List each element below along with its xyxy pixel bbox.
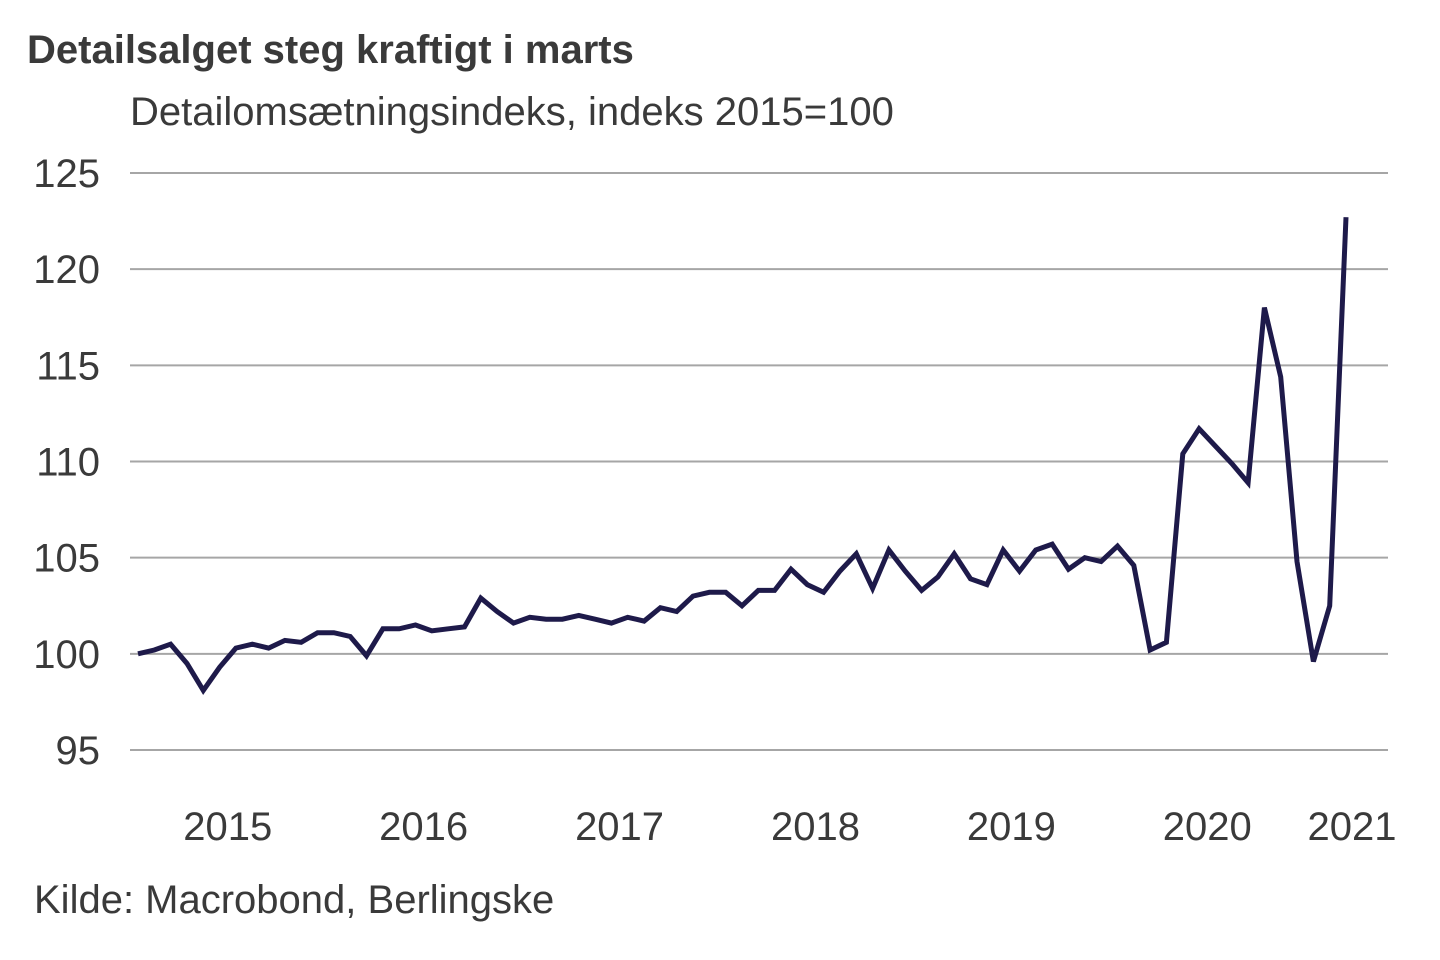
x-tick-label: 2015 [183,805,272,849]
y-tick-label: 95 [56,729,101,773]
y-tick-label: 115 [36,344,100,388]
x-tick-label: 2020 [1163,805,1252,849]
x-tick-label: 2016 [379,805,468,849]
y-tick-label: 125 [33,152,100,196]
x-tick-label: 2017 [575,805,664,849]
chart-subtitle: Detailomsætningsindeks, indeks 2015=100 [130,90,894,134]
series-layer [137,217,1349,695]
x-tick-label: 2021 [1308,805,1397,849]
y-tick-label: 105 [33,537,100,581]
gridlines [130,172,1388,751]
chart-title: Detailsalget steg kraftigt i marts [27,28,634,72]
source-note: Kilde: Macrobond, Berlingske [34,878,555,922]
y-tick-label: 110 [36,441,100,485]
y-tick-label: 120 [33,248,100,292]
y-axis-ticks: 95 100 105 110 115 120 125 [33,152,100,773]
series-line [137,217,1349,695]
y-tick-label: 100 [33,633,100,677]
x-tick-label: 2019 [967,805,1056,849]
x-axis-ticks: 2015 2016 2017 2018 2019 2020 2021 [183,805,1396,849]
x-tick-label: 2018 [771,805,860,849]
